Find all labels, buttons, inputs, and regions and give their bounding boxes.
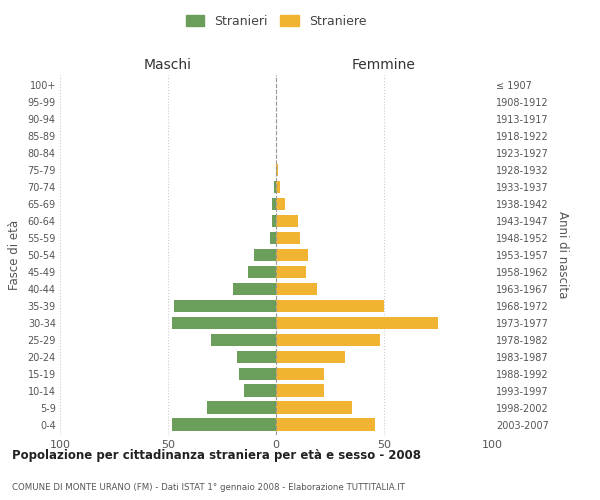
Bar [172,418,276,431]
Bar [272,198,276,210]
Bar [276,198,284,210]
Bar [237,350,276,364]
Bar [239,368,276,380]
Y-axis label: Fasce di età: Fasce di età [8,220,20,290]
Bar [207,402,276,414]
Bar [274,180,276,194]
Bar [276,368,323,380]
Y-axis label: Anni di nascita: Anni di nascita [556,212,569,298]
Bar [276,248,308,262]
Text: Maschi: Maschi [144,58,192,71]
Text: Femmine: Femmine [352,58,416,71]
Bar [276,316,438,330]
Bar [211,334,276,346]
Bar [272,214,276,228]
Bar [276,402,352,414]
Bar [276,384,323,397]
Text: Popolazione per cittadinanza straniera per età e sesso - 2008: Popolazione per cittadinanza straniera p… [12,450,421,462]
Bar [175,300,276,312]
Bar [254,248,276,262]
Bar [276,418,376,431]
Legend: Stranieri, Straniere: Stranieri, Straniere [182,11,370,32]
Bar [276,180,280,194]
Bar [276,282,317,296]
Bar [276,334,380,346]
Bar [276,214,298,228]
Bar [276,300,384,312]
Bar [276,350,345,364]
Text: COMUNE DI MONTE URANO (FM) - Dati ISTAT 1° gennaio 2008 - Elaborazione TUTTITALI: COMUNE DI MONTE URANO (FM) - Dati ISTAT … [12,484,405,492]
Bar [233,282,276,296]
Bar [276,164,278,176]
Bar [244,384,276,397]
Bar [276,232,300,244]
Bar [276,266,306,278]
Bar [172,316,276,330]
Bar [269,232,276,244]
Bar [248,266,276,278]
